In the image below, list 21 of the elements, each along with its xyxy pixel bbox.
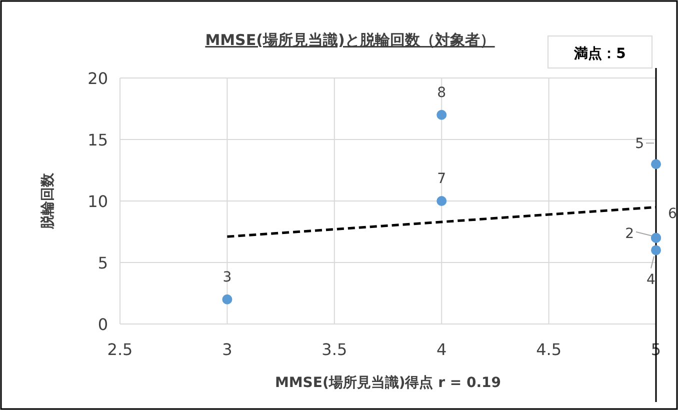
y-tick-label: 15	[88, 130, 108, 150]
annotation: 8	[437, 84, 446, 101]
x-tick-label: 4	[436, 340, 447, 359]
x-tick-label: 2.5	[107, 340, 133, 359]
x-tick-label: 3.5	[322, 340, 348, 359]
annotation: 6	[668, 206, 677, 222]
annotation: 2	[625, 226, 634, 242]
y-tick-label: 20	[88, 69, 108, 88]
x-tick-label: 3	[222, 340, 232, 359]
y-tick-label: 10	[88, 192, 108, 211]
annotation: 5	[635, 136, 644, 152]
y-tick-label: 0	[98, 315, 108, 334]
ref-line-label: 満点：5	[573, 46, 626, 62]
annotation: 3	[222, 269, 232, 286]
annotation: 4	[646, 272, 656, 288]
y-tick-label: 5	[98, 254, 108, 272]
x-tick-label: 4.5	[536, 340, 562, 359]
annotation: 7	[437, 171, 446, 187]
x-axis-title: MMSE(場所見当識)得点 r = 0.19	[274, 374, 502, 391]
chart-title: MMSE(場所見当識)と脱輪回数（対象者）	[205, 31, 495, 49]
y-axis-title: 脱輪回数	[40, 172, 56, 230]
